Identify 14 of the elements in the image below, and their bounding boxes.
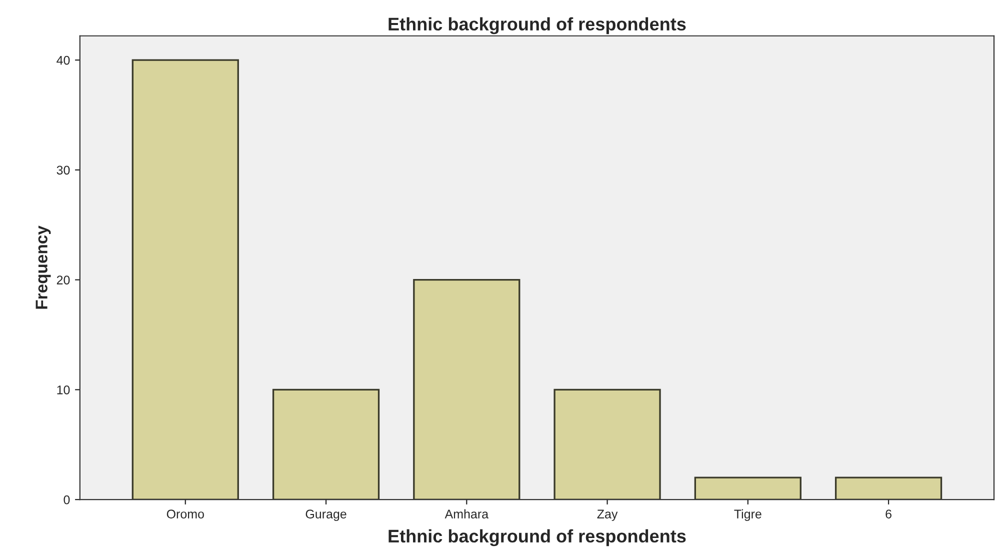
x-axis-title: Ethnic background of respondents	[388, 529, 686, 546]
y-tick-label: 40	[56, 56, 70, 65]
x-tick-label: Zay	[597, 510, 618, 521]
x-tick-label: Gurage	[306, 510, 346, 521]
y-axis-title: Frequency	[36, 226, 51, 309]
y-tick-label: 30	[56, 166, 70, 175]
y-tick-label: 20	[56, 276, 70, 284]
x-tick-label: 6	[886, 510, 892, 518]
x-tick-label: Amhara	[444, 509, 489, 518]
y-tick-label: 10	[57, 385, 70, 394]
y-tick-label: 0	[64, 495, 70, 504]
x-tick-label: Tigre	[734, 509, 762, 521]
x-tick-label: Oromo	[166, 510, 204, 518]
chart-title: Ethnic background of respondents	[388, 17, 686, 34]
